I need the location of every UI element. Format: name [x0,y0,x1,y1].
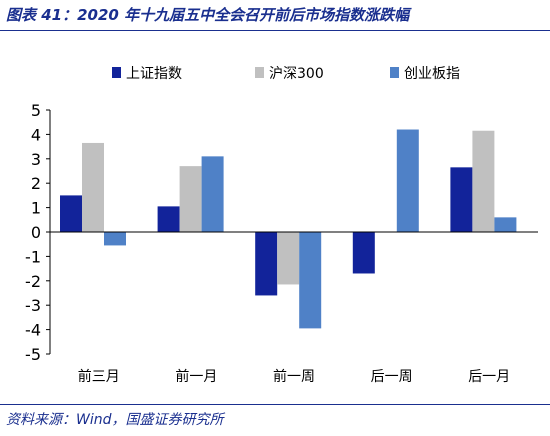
y-tick-label: -3 [25,296,41,315]
y-tick-label: 0 [31,223,41,242]
bar [201,156,224,232]
bar [299,232,322,329]
figure-title: 图表 41：2020 年十九届五中全会召开前后市场指数涨跌幅 [6,6,410,24]
bars [60,129,517,329]
bar [60,195,82,232]
legend-swatch [255,67,264,78]
legend-label: 上证指数 [126,66,182,82]
y-tick-label: 2 [31,174,41,193]
bar [494,217,517,232]
source-rule [0,404,550,405]
bar [157,206,180,232]
bar [450,167,473,232]
x-tick-label: 前一周 [273,368,315,385]
source-note: 资料来源：Wind，国盛证券研究所 [6,412,224,428]
bar [179,166,202,232]
legend-label: 沪深300 [269,66,324,82]
x-tick-label: 前三月 [78,368,120,385]
legend-label: 创业板指 [404,66,460,82]
x-axis: 前三月 前一月 前一周 后一周 后一月 [50,231,538,385]
x-tick-label: 前一月 [175,368,217,385]
y-axis: 5 4 3 2 1 0 -1 -2 -3 -4 -5 [25,101,51,364]
y-tick-label: -2 [25,272,41,291]
y-tick-label: -1 [25,247,41,266]
legend-swatch [112,67,121,78]
y-tick-label: -5 [25,345,41,364]
y-tick-label: 3 [31,150,41,169]
bar [396,129,419,232]
legend-swatch [390,67,399,78]
bar [255,232,278,296]
bar [352,232,375,274]
x-tick-label: 后一周 [371,369,413,385]
chart-legend: 上证指数 沪深300 创业板指 [112,66,460,82]
bar [104,232,126,246]
y-tick-label: -4 [25,321,41,340]
y-tick-label: 5 [31,101,41,120]
bar [277,232,300,285]
bar [82,142,104,232]
title-rule [0,30,550,31]
y-tick-label: 1 [31,199,41,218]
bar [472,130,495,232]
x-tick-label: 后一月 [468,369,510,385]
y-tick-label: 4 [31,125,41,144]
